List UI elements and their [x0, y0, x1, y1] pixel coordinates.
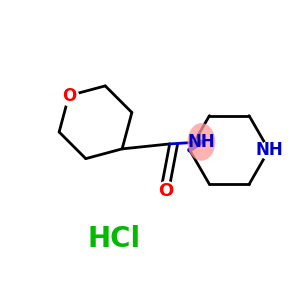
- Text: O: O: [62, 87, 76, 105]
- Ellipse shape: [188, 123, 215, 161]
- Text: HCl: HCl: [88, 225, 141, 253]
- Text: NH: NH: [188, 133, 215, 151]
- Text: NH: NH: [255, 141, 283, 159]
- Text: O: O: [158, 182, 173, 200]
